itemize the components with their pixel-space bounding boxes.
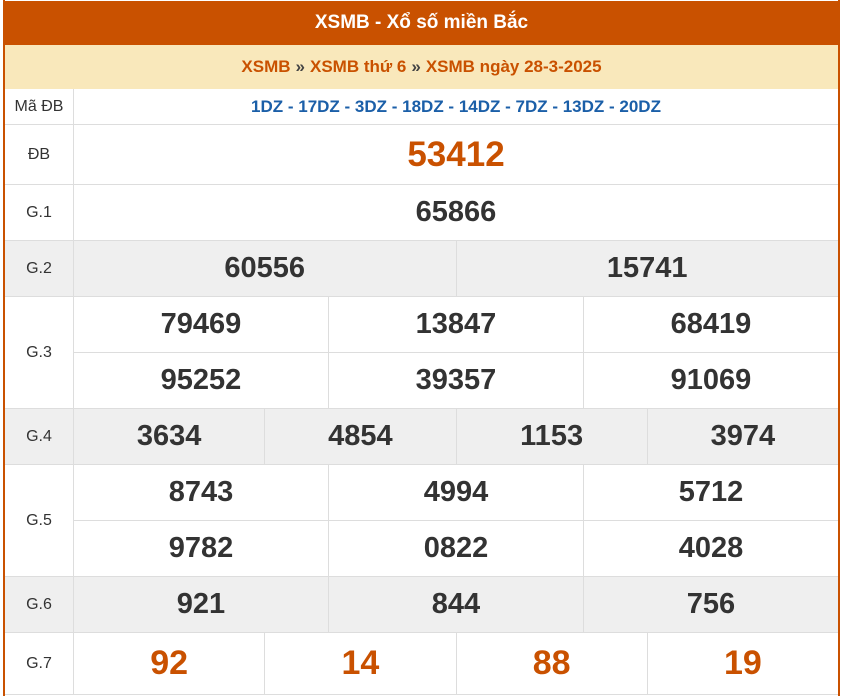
row-ma-db: Mã ĐB 1DZ - 17DZ - 3DZ - 18DZ - 14DZ - 7… bbox=[5, 89, 838, 125]
prize-number: 79469 bbox=[160, 308, 242, 340]
breadcrumb-xsmb-thu6[interactable]: XSMB thứ 6 bbox=[310, 57, 407, 76]
special-codes: 1DZ - 17DZ - 3DZ - 18DZ - 14DZ - 7DZ - 1… bbox=[251, 96, 661, 116]
row-g1: G.1 65866 bbox=[5, 185, 838, 241]
prize-number: 844 bbox=[328, 577, 583, 632]
prize-number: 14 bbox=[264, 633, 455, 694]
row-label: ĐB bbox=[5, 125, 74, 184]
prize-number: 9782 bbox=[168, 532, 234, 564]
row-db: ĐB 53412 bbox=[5, 125, 838, 185]
table-title: XSMB - Xổ số miền Bắc bbox=[5, 1, 838, 45]
prize-number: 53412 bbox=[407, 134, 505, 174]
prize-number: 3974 bbox=[646, 409, 838, 464]
prize-number: 19 bbox=[646, 633, 838, 694]
row-label: G.3 bbox=[5, 297, 74, 408]
prize-number: 92 bbox=[150, 644, 189, 682]
row-label: G.5 bbox=[5, 465, 74, 576]
prize-number: 1153 bbox=[455, 409, 647, 464]
row-g5: G.5 8743 4994 5712 9782 0822 4028 bbox=[5, 465, 838, 577]
breadcrumb-separator: » bbox=[295, 57, 305, 76]
prize-number: 13847 bbox=[328, 297, 583, 352]
breadcrumb-separator: » bbox=[411, 57, 421, 76]
prize-number: 65866 bbox=[415, 196, 497, 228]
row-g3: G.3 79469 13847 68419 95252 39357 91069 bbox=[5, 297, 838, 409]
row-g6: G.6 921 844 756 bbox=[5, 577, 838, 633]
prize-number: 4028 bbox=[583, 521, 838, 576]
prize-number: 921 bbox=[176, 588, 226, 620]
prize-number: 15741 bbox=[455, 241, 839, 296]
prize-number: 3634 bbox=[136, 420, 202, 452]
row-label: G.2 bbox=[5, 241, 74, 296]
prize-number: 4854 bbox=[264, 409, 455, 464]
prize-number: 5712 bbox=[583, 465, 838, 520]
results-table: XSMB - Xổ số miền Bắc XSMB » XSMB thứ 6 … bbox=[3, 0, 840, 696]
breadcrumb: XSMB » XSMB thứ 6 » XSMB ngày 28-3-2025 bbox=[5, 45, 838, 89]
prize-number: 8743 bbox=[168, 476, 234, 508]
prize-number: 4994 bbox=[328, 465, 583, 520]
row-label: G.6 bbox=[5, 577, 74, 632]
row-g7: G.7 92 14 88 19 bbox=[5, 633, 838, 695]
breadcrumb-xsmb[interactable]: XSMB bbox=[241, 57, 291, 76]
row-label: G.1 bbox=[5, 185, 74, 240]
prize-number: 91069 bbox=[583, 353, 838, 408]
prize-number: 88 bbox=[455, 633, 647, 694]
row-label: G.7 bbox=[5, 633, 74, 694]
row-label: Mã ĐB bbox=[5, 89, 74, 124]
breadcrumb-xsmb-date[interactable]: XSMB ngày 28-3-2025 bbox=[425, 57, 602, 76]
prize-number: 0822 bbox=[328, 521, 583, 576]
prize-number: 60556 bbox=[224, 252, 306, 284]
row-g4: G.4 3634 4854 1153 3974 bbox=[5, 409, 838, 465]
prize-number: 95252 bbox=[160, 364, 242, 396]
prize-number: 39357 bbox=[328, 353, 583, 408]
prize-number: 68419 bbox=[583, 297, 838, 352]
prize-number: 756 bbox=[583, 577, 838, 632]
row-g2: G.2 60556 15741 bbox=[5, 241, 838, 297]
row-label: G.4 bbox=[5, 409, 74, 464]
